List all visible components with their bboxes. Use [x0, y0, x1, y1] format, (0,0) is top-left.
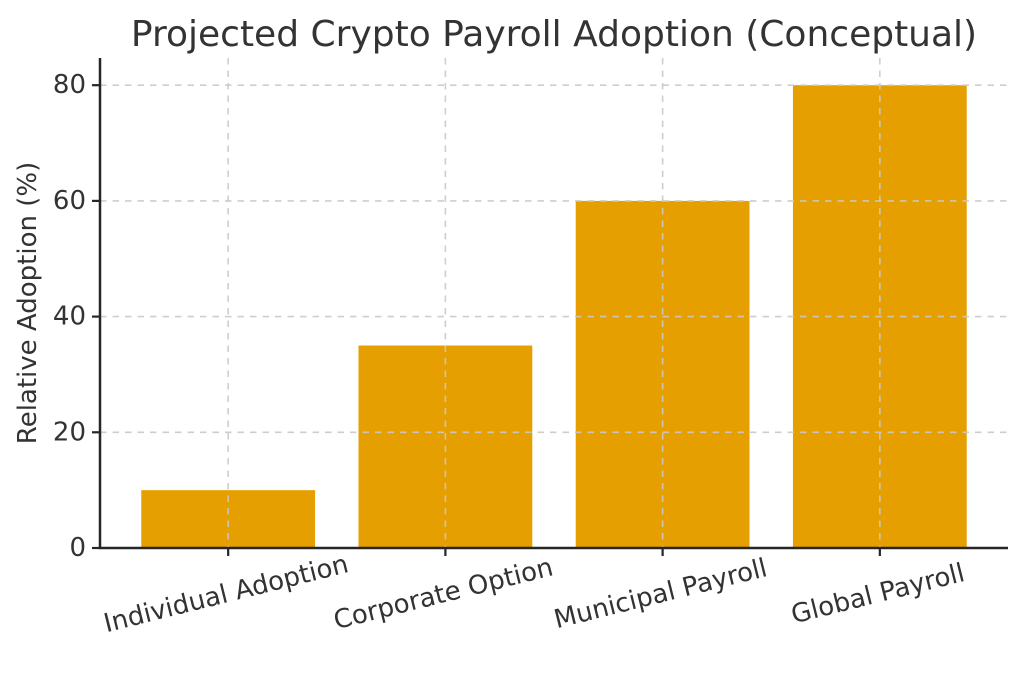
x-tick-label-individual-adoption: Individual Adoption — [101, 549, 352, 639]
y-tick-label-0: 0 — [69, 533, 86, 563]
x-tick-label-municipal-payroll: Municipal Payroll — [551, 553, 770, 635]
y-axis-label: Relative Adoption (%) — [13, 162, 43, 444]
x-tick-label-global-payroll: Global Payroll — [788, 558, 968, 630]
y-tick-label-80: 80 — [53, 70, 86, 100]
chart-title: Projected Crypto Payroll Adoption (Conce… — [131, 14, 977, 55]
y-tick-label-40: 40 — [53, 302, 86, 332]
axes-group — [98, 58, 1008, 550]
ticks-group — [92, 84, 881, 556]
y-tick-label-20: 20 — [53, 417, 86, 447]
x-tick-label-corporate-option: Corporate Option — [331, 552, 557, 636]
y-tick-label-60: 60 — [53, 186, 86, 216]
